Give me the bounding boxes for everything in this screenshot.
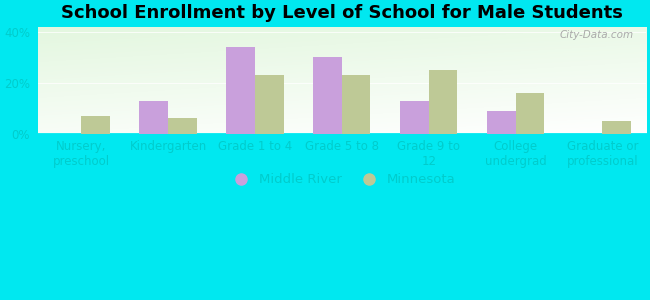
Bar (168, 118, 197, 134)
Bar (400, 100, 429, 134)
Bar (313, 57, 342, 134)
Text: City-Data.com: City-Data.com (560, 30, 634, 40)
Bar (140, 100, 168, 134)
Bar (515, 93, 544, 134)
Legend: Middle River, Minnesota: Middle River, Minnesota (222, 168, 461, 192)
Bar (255, 75, 283, 134)
Title: School Enrollment by Level of School for Male Students: School Enrollment by Level of School for… (61, 4, 623, 22)
Bar (603, 121, 631, 134)
Bar (226, 47, 255, 134)
Bar (81, 116, 110, 134)
Bar (429, 70, 458, 134)
Bar (487, 111, 515, 134)
Bar (342, 75, 370, 134)
